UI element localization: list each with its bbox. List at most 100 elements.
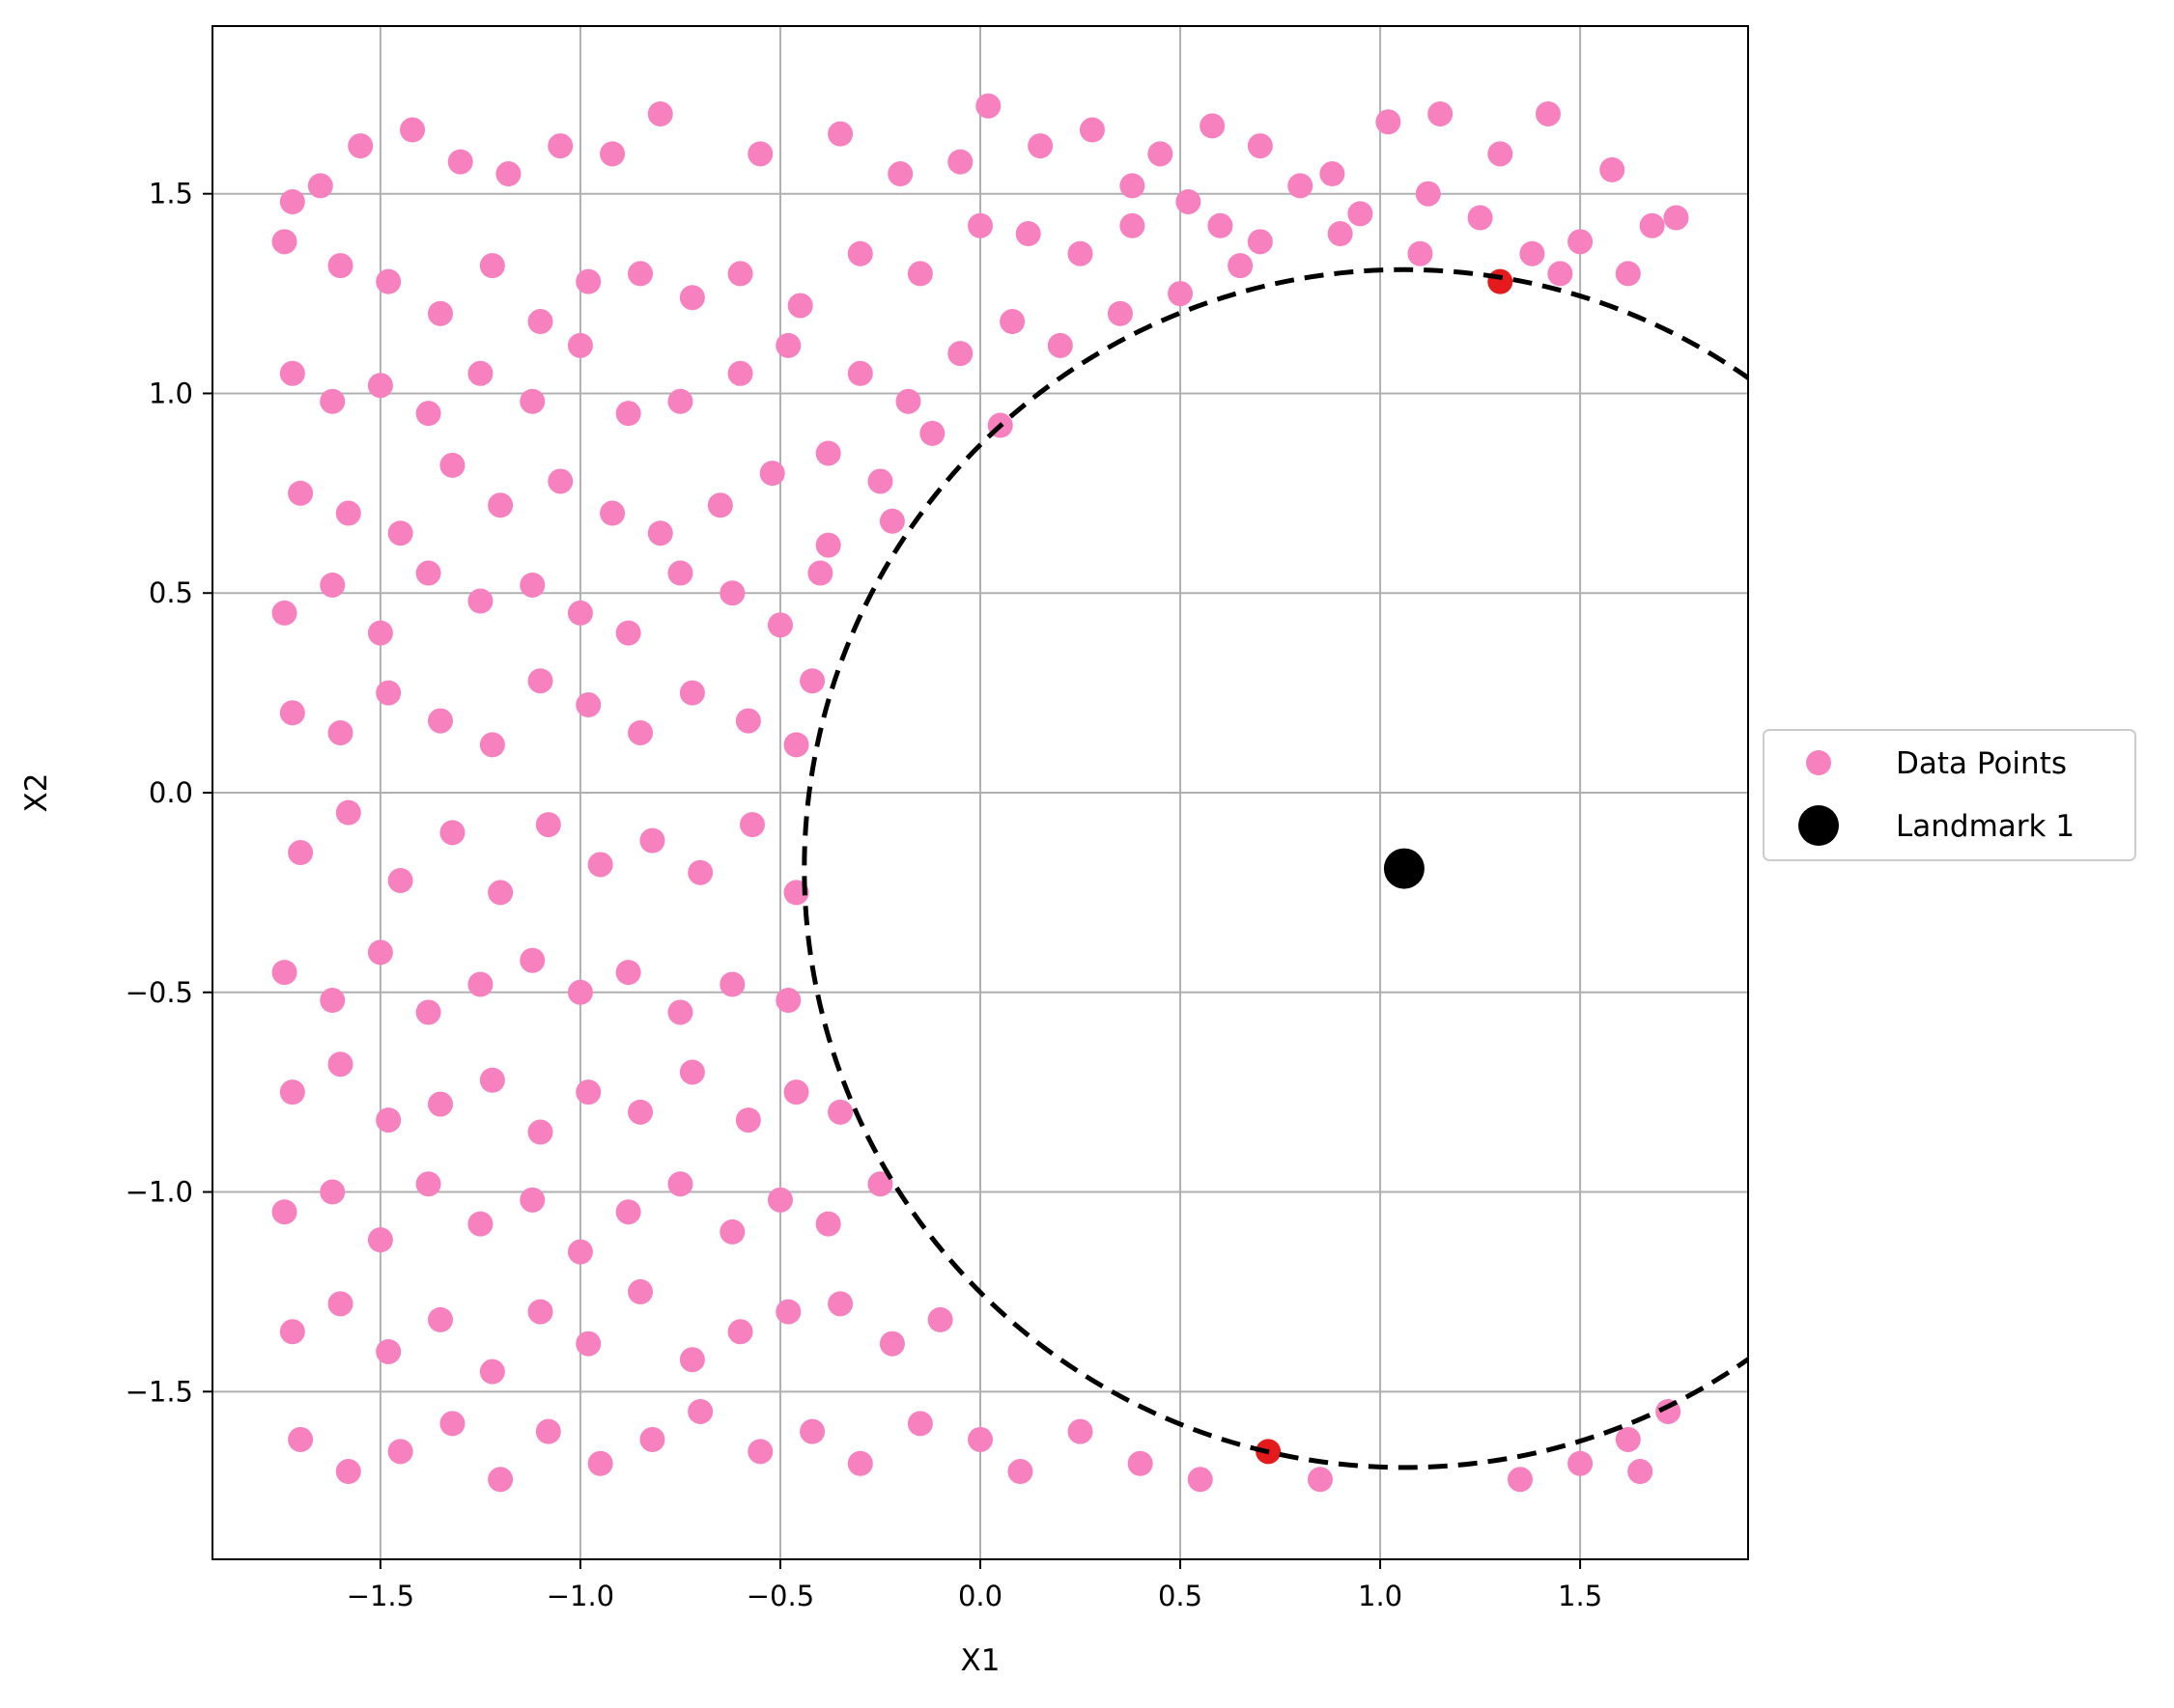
data-point <box>415 560 441 586</box>
data-point <box>415 401 441 427</box>
data-point <box>867 468 893 494</box>
data-point <box>748 141 774 167</box>
data-point <box>1207 212 1233 238</box>
x-tick-label: 0.0 <box>958 1580 1002 1612</box>
data-point <box>400 117 426 143</box>
data-point <box>867 1171 893 1197</box>
data-point <box>847 240 873 266</box>
data-point <box>947 149 974 175</box>
data-point <box>615 620 641 646</box>
data-point <box>367 373 393 399</box>
data-point <box>783 1079 809 1106</box>
data-point <box>628 1099 654 1125</box>
legend-label-data-points: Data Points <box>1896 746 2067 781</box>
data-point <box>520 388 546 414</box>
data-point <box>1375 109 1401 135</box>
data-point <box>479 253 505 279</box>
data-point <box>348 133 374 159</box>
data-point <box>376 1338 402 1364</box>
data-point <box>1535 100 1561 126</box>
data-point <box>387 867 413 893</box>
data-point <box>1567 229 1594 255</box>
data-point <box>1427 100 1454 126</box>
data-point <box>271 600 297 626</box>
data-point <box>720 1218 746 1245</box>
data-point <box>895 388 921 414</box>
data-point <box>527 309 553 335</box>
x-tick-label: −0.5 <box>747 1580 814 1612</box>
legend: Data Points Landmark 1 <box>1763 729 2136 861</box>
data-point <box>479 1358 505 1385</box>
data-point <box>720 580 746 606</box>
data-point <box>1175 188 1201 214</box>
data-point <box>1307 1467 1333 1493</box>
data-point <box>628 719 654 745</box>
data-point <box>1415 181 1441 207</box>
data-point <box>271 229 297 255</box>
data-point <box>1319 161 1345 187</box>
data-point <box>1615 1426 1641 1452</box>
data-point <box>968 212 993 238</box>
data-points <box>271 93 1689 1493</box>
data-point <box>467 1211 494 1237</box>
data-point <box>1599 156 1625 182</box>
y-tick-label: −0.5 <box>126 976 193 1009</box>
data-point <box>727 360 753 386</box>
data-point <box>320 388 346 414</box>
data-point <box>488 1467 514 1493</box>
data-point <box>428 1091 454 1117</box>
y-tick-label: 1.5 <box>149 178 193 210</box>
data-point <box>1047 332 1073 358</box>
y-tick-label: 1.0 <box>149 377 193 409</box>
legend-marker-data-points <box>1806 750 1831 775</box>
data-point <box>787 293 813 319</box>
data-point <box>327 1291 353 1317</box>
data-point <box>847 1450 873 1476</box>
data-point <box>376 268 402 294</box>
data-point <box>576 692 602 718</box>
data-point <box>727 1319 753 1345</box>
data-point <box>467 588 494 614</box>
x-tick-label: 0.5 <box>1158 1580 1202 1612</box>
data-point <box>688 859 714 885</box>
data-point <box>767 1187 793 1213</box>
data-point <box>520 572 546 598</box>
data-point <box>520 1187 546 1213</box>
data-point <box>367 1227 393 1253</box>
dashed-circle <box>802 266 1748 1470</box>
data-point <box>739 812 765 838</box>
data-point <box>615 960 641 986</box>
data-point <box>320 1179 346 1205</box>
data-point <box>1487 268 1513 294</box>
x-axis-label: X1 <box>961 1643 1001 1678</box>
data-point <box>488 492 514 518</box>
data-point <box>679 1059 705 1085</box>
data-point <box>288 840 314 866</box>
data-point <box>667 388 693 414</box>
data-point <box>567 332 593 358</box>
data-point <box>615 1199 641 1225</box>
x-tick-label: 1.5 <box>1558 1580 1602 1612</box>
data-point <box>639 1426 665 1452</box>
data-point <box>327 253 353 279</box>
data-point <box>288 1426 314 1452</box>
data-point <box>1467 205 1493 231</box>
data-point <box>679 1347 705 1373</box>
data-point <box>628 1278 654 1304</box>
data-point <box>907 1411 933 1437</box>
data-point <box>647 520 673 546</box>
data-point <box>879 1330 905 1357</box>
data-point <box>479 1067 505 1093</box>
data-point <box>479 732 505 758</box>
data-point <box>447 149 473 175</box>
data-point <box>1547 261 1573 287</box>
data-point <box>667 560 693 586</box>
data-point <box>387 1439 413 1465</box>
data-point <box>735 708 761 734</box>
data-point <box>947 341 974 367</box>
data-point <box>679 680 705 706</box>
data-point <box>527 1119 553 1145</box>
data-point <box>327 719 353 745</box>
data-point <box>600 141 626 167</box>
